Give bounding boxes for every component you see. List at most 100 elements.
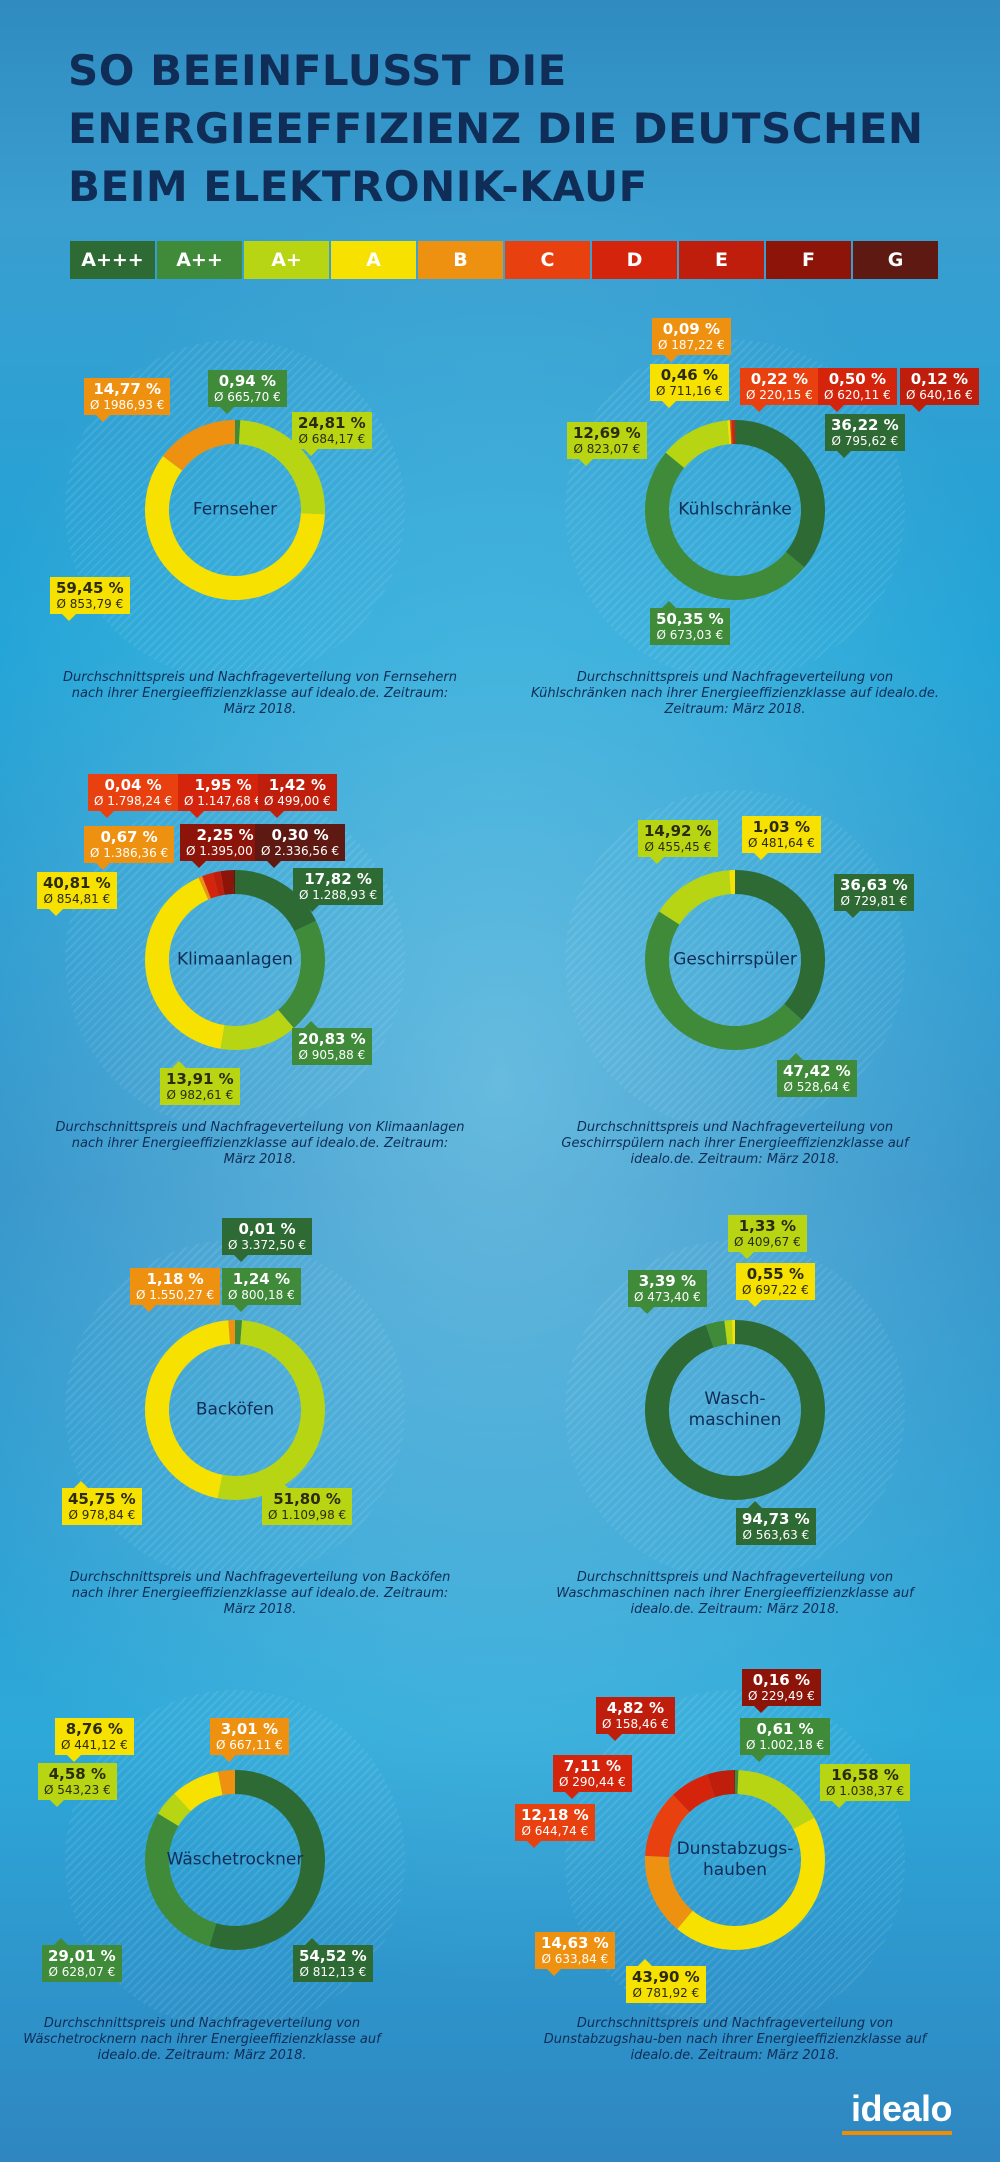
slice-appp [234, 870, 316, 932]
chart-halo [565, 1240, 905, 1580]
chart-title: Fernseher [192, 499, 278, 520]
share-value: 50,35 % [656, 610, 724, 628]
data-label-app: 47,42 % Ø 528,64 € [777, 1053, 857, 1097]
average-price: Ø 667,11 € [216, 1738, 283, 1752]
data-label-app: 20,83 % Ø 905,88 € [292, 1021, 372, 1065]
idealo-logo: idealo [850, 2088, 953, 2129]
average-price: Ø 684,17 € [298, 432, 366, 446]
share-value: 13,91 % [166, 1070, 234, 1088]
data-label-b: 0,67 % Ø 1.386,36 € [84, 826, 175, 870]
average-price: Ø 795,62 € [831, 434, 899, 448]
share-value: 0,67 % [100, 828, 158, 846]
share-value: 12,18 % [521, 1806, 589, 1824]
share-value: 36,22 % [831, 416, 899, 434]
scale-class-e: E [679, 241, 764, 279]
data-label-a: 40,81 % Ø 854,81 € [37, 872, 117, 916]
average-price: Ø 823,07 € [573, 442, 641, 456]
data-label-app: 0,61 % Ø 1.002,18 € [740, 1718, 831, 1762]
data-label-e: 0,12 % Ø 640,16 € [900, 368, 979, 412]
slice-app [645, 911, 803, 1050]
data-label-a: 43,90 % Ø 781,92 € [626, 1959, 706, 2003]
share-value: 2,25 % [196, 826, 254, 844]
share-value: 12,69 % [573, 424, 641, 442]
average-price: Ø 499,00 € [264, 794, 331, 808]
average-price: Ø 665,70 € [214, 390, 281, 404]
chart-caption: Durchschnittspreis und Nachfrageverteilu… [561, 1120, 909, 1167]
slice-ap [238, 420, 325, 515]
data-label-b: 0,09 % Ø 187,22 € [652, 318, 731, 362]
share-value: 94,73 % [742, 1510, 810, 1528]
data-label-appp: 94,73 % Ø 563,63 € [736, 1501, 816, 1545]
average-price: Ø 1.109,98 € [268, 1508, 347, 1522]
average-price: Ø 982,61 € [166, 1088, 234, 1102]
average-price: Ø 673,03 € [656, 628, 724, 642]
title-line-3: BEIM ELEKTRONIK-KAUF [68, 162, 648, 211]
average-price: Ø 158,46 € [602, 1717, 669, 1731]
title-line-2: ENERGIEEFFIZIENZ DIE DEUTSCHEN [68, 104, 924, 153]
share-value: 14,77 % [93, 380, 162, 398]
share-value: 1,24 % [232, 1270, 290, 1288]
data-label-a: 8,76 % Ø 441,12 € [55, 1718, 134, 1762]
donut-chart [145, 1770, 325, 1950]
share-value: 0,50 % [828, 370, 886, 388]
chart-panel-3: Klimaanlagen 17,82 % Ø 1.288,93 €20,83 % Ø … [0, 760, 500, 1210]
chart-caption: Durchschnittspreis und Nachfrageverteilu… [55, 1120, 465, 1167]
average-price: Ø 905,88 € [298, 1048, 366, 1062]
data-label-a: 0,46 % Ø 711,16 € [650, 364, 729, 408]
average-price: Ø 563,63 € [742, 1528, 810, 1542]
average-price: Ø 812,13 € [299, 1965, 367, 1979]
slice-appp [209, 1770, 325, 1950]
chart-panel-5: Backöfen 0,01 % Ø 3.372,50 € 1,24 % Ø 800,18… [0, 1210, 500, 1660]
slice-e [707, 1770, 735, 1798]
share-value: 0,01 % [238, 1220, 296, 1238]
data-label-ap: 51,80 % Ø 1.109,98 € [262, 1481, 353, 1525]
donut-chart [145, 420, 325, 600]
average-price: Ø 1.386,36 € [90, 846, 169, 860]
chart-halo [565, 1690, 905, 2030]
share-value: 16,58 % [831, 1766, 899, 1784]
slice-a [677, 1817, 825, 1950]
scale-class-ap: A+ [244, 241, 329, 279]
data-label-c: 0,22 % Ø 220,15 € [740, 368, 819, 412]
share-value: 0,46 % [660, 366, 718, 384]
data-label-app: 3,39 % Ø 473,40 € [628, 1270, 707, 1314]
donut-chart [645, 420, 825, 600]
share-value: 3,01 % [220, 1720, 278, 1738]
chart-panel-4: Geschirrspüler 36,63 % Ø 729,81 €47,42 % Ø … [500, 760, 1000, 1210]
average-price: Ø 229,49 € [748, 1689, 815, 1703]
average-price: Ø 481,64 € [748, 836, 815, 850]
data-label-appp: 36,63 % Ø 729,81 € [834, 874, 914, 918]
data-label-appp: 17,82 % Ø 1.288,93 € [293, 868, 384, 912]
share-value: 43,90 % [632, 1968, 700, 1986]
share-value: 40,81 % [43, 874, 111, 892]
chart-title: Wasch- maschinen [688, 1389, 782, 1430]
chart-caption: Durchschnittspreis und Nachfrageverteilu… [23, 2016, 381, 2063]
average-price: Ø 528,64 € [783, 1080, 851, 1094]
slice-b [162, 420, 236, 471]
share-value: 14,92 % [644, 822, 712, 840]
chart-caption: Durchschnittspreis und Nachfrageverteilu… [69, 1570, 451, 1617]
data-label-g: 0,30 % Ø 2.336,56 € [255, 824, 346, 868]
data-label-ap: 13,91 % Ø 982,61 € [160, 1061, 240, 1105]
slice-app [277, 920, 325, 1029]
data-label-app: 50,35 % Ø 673,03 € [650, 601, 730, 645]
slice-b [198, 876, 211, 900]
chart-panel-8: Dunstabzugs- hauben 0,61 % Ø 1.002,18 €16,… [500, 1660, 1000, 2110]
average-price: Ø 628,07 € [48, 1965, 116, 1979]
donut-chart [645, 1320, 825, 1500]
average-price: Ø 800,18 € [228, 1288, 295, 1302]
average-price: Ø 711,16 € [656, 384, 723, 398]
share-value: 0,12 % [910, 370, 968, 388]
slice-appp [734, 870, 825, 1021]
slice-ap [659, 870, 732, 925]
share-value: 0,30 % [271, 826, 329, 844]
share-value: 3,39 % [638, 1272, 696, 1290]
share-value: 59,45 % [56, 579, 124, 597]
data-label-a: 59,45 % Ø 853,79 € [50, 577, 130, 621]
logo-underline [842, 2131, 952, 2135]
average-price: Ø 1.147,68 € [184, 794, 263, 808]
data-label-c: 12,18 % Ø 644,74 € [515, 1804, 595, 1848]
slice-ap [737, 1770, 815, 1830]
data-label-f: 0,16 % Ø 229,49 € [742, 1669, 821, 1713]
average-price: Ø 1.002,18 € [746, 1738, 825, 1752]
